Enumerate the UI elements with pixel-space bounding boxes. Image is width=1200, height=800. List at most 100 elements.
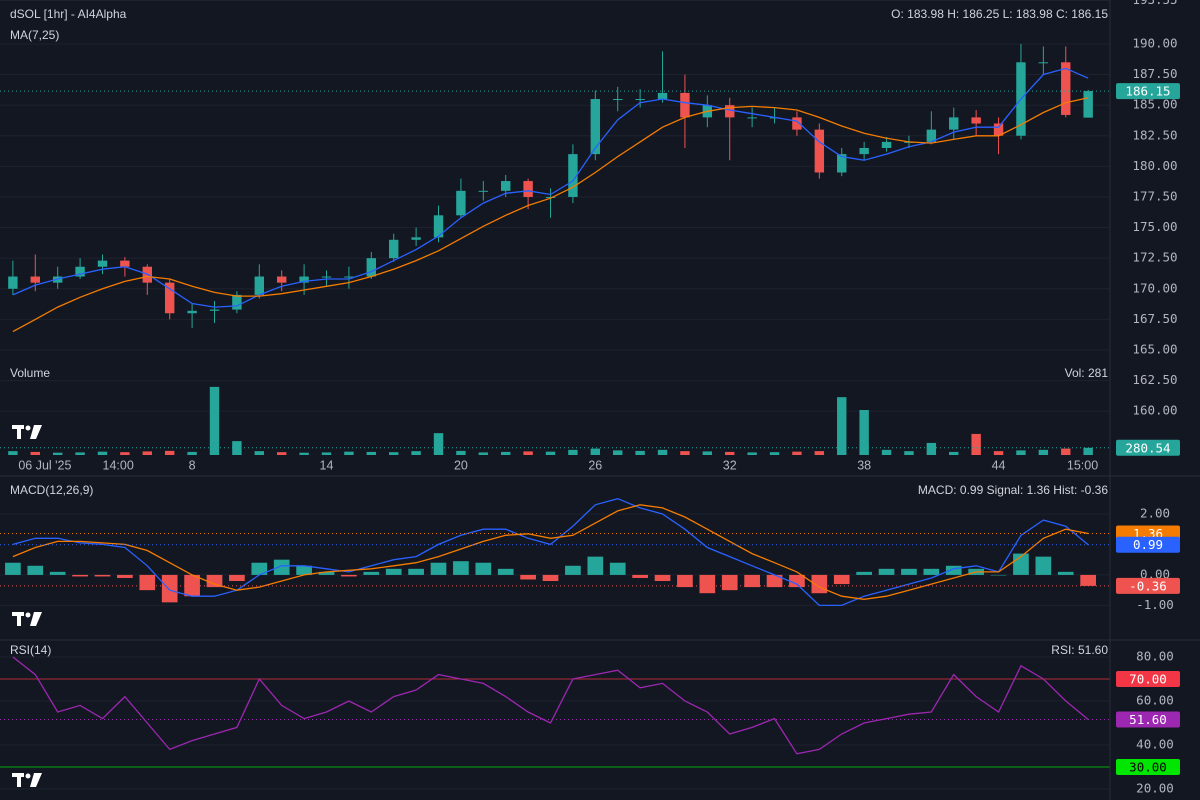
candle-body: [299, 276, 309, 283]
candle-body: [926, 129, 937, 142]
histogram-bar: [587, 556, 604, 575]
volume-bar: [30, 451, 40, 455]
candle-body: [971, 117, 981, 124]
volume-bar: [523, 451, 533, 455]
volume-bar: [389, 452, 399, 455]
x-tick-label: 44: [992, 458, 1006, 472]
candle-body: [389, 239, 399, 259]
candle-body: [725, 105, 735, 118]
histogram-bar: [273, 559, 290, 575]
histogram-bar: [206, 574, 223, 588]
y-tick-label: 170.00: [1132, 280, 1177, 295]
rsi-last-box: [1116, 711, 1180, 728]
volume-bar: [590, 448, 601, 455]
histogram-bar: [542, 574, 559, 582]
x-tick-label: 8: [189, 458, 196, 472]
candle-body: [321, 276, 332, 278]
histogram-bar: [721, 574, 738, 591]
volume-label: Volume: [10, 366, 50, 380]
histogram-bar: [565, 565, 581, 575]
x-tick-label: 06 Jul '25: [18, 458, 71, 472]
candle-body: [792, 117, 802, 130]
histogram-bar: [5, 562, 21, 575]
y-tick-label: 177.50: [1132, 188, 1177, 203]
histogram-bar: [49, 571, 66, 575]
rsi-title: RSI(14): [10, 643, 51, 657]
volume-bar: [545, 451, 556, 455]
candle-body: [411, 237, 421, 240]
logo: [12, 425, 42, 439]
histogram-bar: [497, 568, 514, 575]
candle-body: [993, 123, 1004, 136]
histogram-bar: [632, 574, 648, 578]
histogram-bar: [1080, 574, 1096, 586]
histogram-bar: [1035, 556, 1052, 575]
y-tick-label: -1.00: [1136, 597, 1174, 612]
candle-body: [254, 276, 265, 295]
volume-bar: [501, 451, 511, 455]
level-box: [1116, 670, 1180, 687]
y-tick-label: 185.00: [1132, 97, 1177, 112]
candle-body: [590, 99, 601, 155]
volume-bar: [926, 442, 937, 455]
y-tick-label: 80.00: [1136, 648, 1174, 663]
volume-bar: [837, 397, 847, 455]
histogram-bar: [139, 574, 156, 591]
candle-body: [680, 92, 690, 118]
volume-bar: [321, 452, 332, 455]
volume-bar: [456, 450, 466, 455]
volume-bar: [993, 451, 1004, 455]
last-price-box: [1116, 83, 1180, 100]
candle-body: [545, 196, 556, 198]
x-tick-label: 15:00: [1067, 458, 1098, 472]
y-tick-label: 182.50: [1132, 127, 1177, 142]
y-tick-label: 193.55: [1132, 0, 1177, 7]
volume-bar: [97, 451, 108, 455]
volume-bar: [276, 452, 287, 455]
histogram-bar: [318, 571, 335, 575]
candle-body: [881, 141, 892, 148]
volume-bar: [120, 452, 130, 455]
volume-bar: [8, 451, 18, 455]
volume-bar: [187, 451, 197, 455]
candle-body: [1083, 91, 1093, 118]
rsi-readout: RSI: 51.60: [1051, 643, 1108, 657]
x-tick-label: 14: [320, 458, 334, 472]
candle-body: [187, 310, 197, 314]
histogram-bar: [363, 571, 380, 575]
histogram-bar: [296, 565, 312, 575]
candle-body: [635, 99, 645, 101]
histogram-bar: [766, 574, 783, 588]
volume-bar: [1038, 449, 1049, 455]
candle-body: [949, 117, 959, 130]
histogram-bar: [94, 574, 111, 577]
candle-body: [478, 190, 489, 192]
volume-bar: [142, 451, 152, 455]
volume-bar: [949, 451, 959, 455]
x-tick-label: 38: [857, 458, 871, 472]
volume-bar: [1016, 450, 1026, 455]
moving-average: [12, 97, 1089, 333]
indicator-label: MA(7,25): [10, 28, 59, 42]
volume-bar: [971, 433, 981, 455]
volume-bar: [792, 451, 802, 455]
candle-body: [276, 276, 287, 283]
histogram-bar: [341, 574, 357, 577]
candle-body: [8, 276, 18, 289]
candle-body: [164, 282, 175, 314]
histogram-bar: [699, 574, 716, 594]
candle-body: [1061, 62, 1071, 115]
macd-title: MACD(12,26,9): [10, 483, 93, 497]
volume-bar: [702, 451, 713, 455]
candle-body: [613, 99, 623, 101]
histogram-bar: [229, 574, 245, 582]
candle-body: [344, 276, 354, 278]
histogram-bar: [27, 565, 44, 575]
histogram-bar: [677, 574, 693, 588]
candle-body: [657, 92, 668, 100]
y-tick-label: 172.50: [1132, 250, 1177, 265]
volume-bar: [859, 410, 869, 455]
volume-bar: [366, 451, 377, 455]
y-tick-label: 167.50: [1132, 311, 1177, 326]
histogram-bar: [520, 574, 536, 580]
